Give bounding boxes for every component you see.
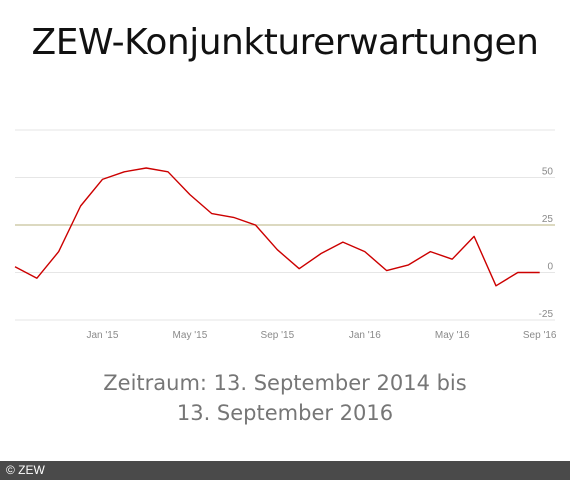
y-tick-label: 0: [547, 262, 553, 273]
y-tick-labels: 50 25 0 -25: [539, 167, 554, 321]
y-tick-label: 25: [542, 214, 554, 225]
x-tick-label: Sep '16: [523, 330, 557, 341]
y-tick-label: -25: [539, 309, 554, 320]
footer-bar: © ZEW: [0, 461, 570, 480]
x-tick-label: May '16: [435, 330, 470, 341]
x-tick-label: May '15: [173, 330, 208, 341]
x-tick-labels: Jan '15 May '15 Sep '15 Jan '16 May '16 Sep '…: [86, 330, 556, 341]
period-caption-line1: Zeitraum: 13. September 2014 bis: [103, 371, 467, 395]
line-chart: 50 25 0 -25 Jan '15 May '15 Sep '15 Jan '16 May…: [14, 129, 557, 341]
period-caption-line2: 13. September 2016: [176, 401, 394, 425]
series-layer: [14, 167, 540, 287]
period-caption: Zeitraum: 13. September 2014 bis 13. Sep…: [0, 368, 570, 428]
x-tick-label: Sep '15: [261, 330, 295, 341]
series-line: [14, 167, 540, 287]
copyright-credit: © ZEW: [6, 463, 45, 477]
x-tick-label: Jan '15: [86, 330, 118, 341]
x-tick-label: Jan '16: [349, 330, 381, 341]
chart-title: ZEW-Konjunkturerwartungen: [31, 22, 539, 63]
y-tick-label: 50: [542, 167, 554, 178]
